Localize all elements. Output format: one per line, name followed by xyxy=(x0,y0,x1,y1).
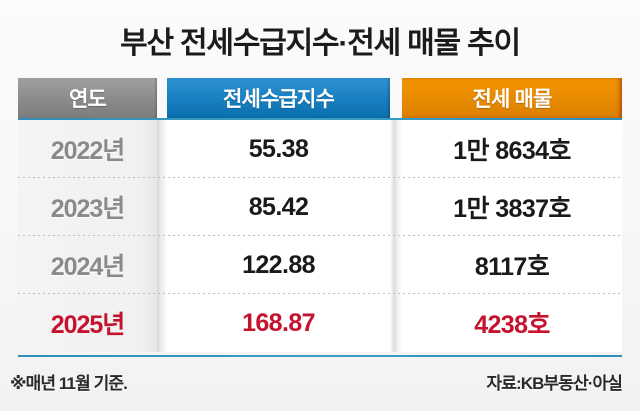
row-gap-2 xyxy=(390,178,402,236)
row-separator xyxy=(18,293,622,294)
row-separator xyxy=(18,235,622,236)
cell-supply-value: 1만 8634호 xyxy=(453,137,571,165)
column-header-index: 전세수급지수 xyxy=(167,78,390,118)
cell-year: 2023년 xyxy=(18,178,157,236)
cell-index: 55.38 xyxy=(167,120,390,178)
cell-index: 85.42 xyxy=(167,178,390,236)
header-underline xyxy=(18,118,622,120)
table-bottom-rule xyxy=(18,355,622,357)
header-gap-1 xyxy=(157,78,167,118)
cell-supply: 1만 3837호 xyxy=(402,178,622,236)
header-gap-2 xyxy=(390,78,402,118)
data-table: 연도 전세수급지수 전세 매물 2022년 55.38 xyxy=(18,78,622,359)
cell-year-label: 2025년 xyxy=(50,311,126,339)
row-gap-1 xyxy=(157,294,167,352)
row-gap-1 xyxy=(157,120,167,178)
column-header-year: 연도 xyxy=(18,78,157,118)
footer-source: 자료:KB부동산·아실 xyxy=(486,373,623,393)
cell-supply-value: 8117호 xyxy=(474,253,550,281)
cell-year: 2022년 xyxy=(18,120,157,178)
cell-supply-value: 1만 3837호 xyxy=(453,195,571,223)
cell-index: 122.88 xyxy=(167,236,390,294)
cell-index: 168.87 xyxy=(167,294,390,352)
cell-index-value: 55.38 xyxy=(248,134,309,163)
table-row: 2022년 55.38 1만 8634호 xyxy=(18,120,622,178)
column-header-year-label: 연도 xyxy=(68,88,107,111)
row-gap-2 xyxy=(390,120,402,178)
column-header-supply: 전세 매물 xyxy=(402,78,622,118)
cell-supply: 8117호 xyxy=(402,236,622,294)
cell-year-label: 2024년 xyxy=(50,253,126,281)
cell-index-value: 122.88 xyxy=(242,250,315,279)
cell-year: 2025년 xyxy=(18,294,157,352)
row-gap-2 xyxy=(390,294,402,352)
row-gap-1 xyxy=(157,178,167,236)
cell-year: 2024년 xyxy=(18,236,157,294)
title-bar: 부산 전세수급지수·전세 매물 추이 xyxy=(0,14,640,66)
cell-supply: 1만 8634호 xyxy=(402,120,622,178)
cell-year-label: 2022년 xyxy=(50,137,126,165)
row-gap-1 xyxy=(157,236,167,294)
table-row-highlighted: 2025년 168.87 4238호 xyxy=(18,294,622,352)
footer-note: ※매년 11월 기준. xyxy=(10,373,128,393)
column-header-supply-label: 전세 매물 xyxy=(472,88,552,111)
cell-supply: 4238호 xyxy=(402,294,622,352)
column-header-index-label: 전세수급지수 xyxy=(222,88,335,111)
cell-index-value: 168.87 xyxy=(242,308,315,337)
cell-index-value: 85.42 xyxy=(248,192,309,221)
table-row: 2023년 85.42 1만 3837호 xyxy=(18,178,622,236)
row-separator xyxy=(18,177,622,178)
row-gap-2 xyxy=(390,236,402,294)
page-title: 부산 전세수급지수·전세 매물 추이 xyxy=(120,27,521,60)
cell-supply-value: 4238호 xyxy=(474,311,550,339)
table-body: 2022년 55.38 1만 8634호 2023년 85.42 xyxy=(18,120,622,352)
footer: ※매년 11월 기준. 자료:KB부동산·아실 xyxy=(10,366,630,396)
table-row: 2024년 122.88 8117호 xyxy=(18,236,622,294)
table-header-row: 연도 전세수급지수 전세 매물 xyxy=(18,78,622,118)
cell-year-label: 2023년 xyxy=(50,195,126,223)
